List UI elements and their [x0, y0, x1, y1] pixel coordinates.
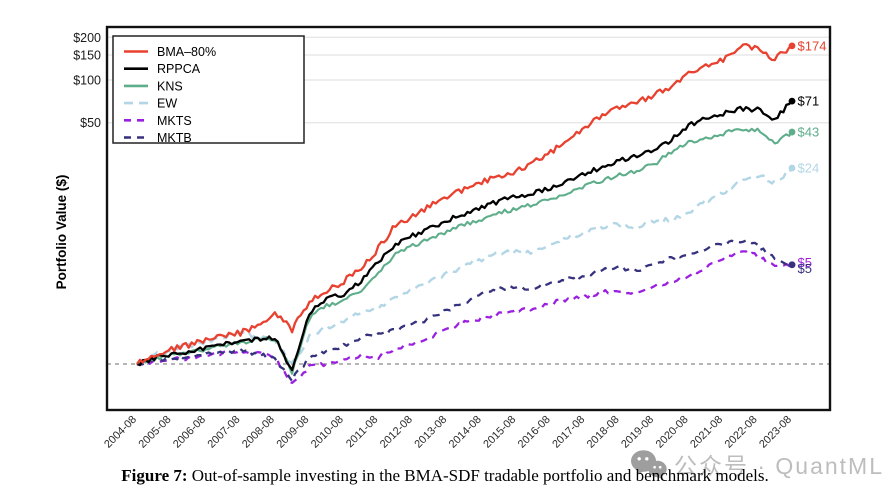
legend-label-BMA–80%: BMA–80%	[157, 45, 216, 59]
series-end-label-BMA–80%: $174	[798, 38, 827, 53]
series-end-label-KNS: $43	[798, 125, 820, 140]
x-tick-label: 2010-08	[309, 414, 346, 451]
x-tick-label: 2023-08	[757, 414, 794, 451]
series-end-dot-KNS	[788, 128, 796, 136]
x-tick-label: 2011-08	[344, 414, 380, 450]
x-tick-label: 2021-08	[688, 414, 725, 451]
figure-caption-text: Out-of-sample investing in the BMA-SDF t…	[187, 466, 769, 485]
x-tick-label: 2009-08	[274, 414, 311, 451]
legend-label-RPPCA: RPPCA	[157, 62, 201, 76]
y-tick-label: $50	[80, 116, 101, 130]
x-tick-label: 2015-08	[481, 414, 518, 451]
y-tick-label: $200	[73, 31, 101, 45]
series-end-label-MKTS: $5	[798, 255, 812, 270]
series-end-label-EW: $24	[798, 161, 820, 176]
series-line-MKTS	[136, 250, 793, 384]
x-tick-label: 2007-08	[206, 414, 243, 451]
series-end-dot-RPPCA	[788, 97, 796, 105]
y-tick-label: $100	[73, 74, 101, 88]
y-tick-label: $150	[73, 48, 101, 62]
legend: BMA–80% RPPCA KNS EW MKTS MKTB	[112, 35, 305, 145]
legend-label-MKTB: MKTB	[157, 131, 192, 145]
x-tick-label: 2004-08	[102, 414, 139, 451]
series-line-BMA–80%	[136, 42, 793, 365]
series-end-label-MKTB: $5	[798, 261, 812, 276]
x-tick-label: 2017-08	[550, 414, 587, 451]
legend-box	[112, 35, 305, 144]
x-tick-label: 2006-08	[171, 414, 208, 451]
y-axis-title: Portfolio Value ($)	[54, 175, 69, 290]
series-line-MKTB	[136, 239, 793, 383]
series-end-dot-BMA–80%	[788, 42, 796, 50]
series-end-label-RPPCA: $71	[798, 94, 820, 109]
figure-caption: Figure 7: Out-of-sample investing in the…	[0, 466, 890, 486]
legend-label-MKTS: MKTS	[157, 114, 192, 128]
legend-label-EW: EW	[157, 97, 177, 111]
x-tick-label: 2020-08	[654, 414, 691, 451]
figure-caption-label: Figure 7:	[121, 466, 188, 485]
x-tick-label: 2014-08	[447, 414, 484, 451]
x-tick-label: 2005-08	[137, 414, 174, 451]
series-end-dot-EW	[788, 164, 796, 172]
watermark-text: 公众号 · QuantML	[673, 453, 884, 479]
wechat-icon	[630, 449, 667, 480]
x-tick-label: 2022-08	[723, 414, 760, 451]
x-tick-label: 2008-08	[240, 414, 277, 451]
plot-border	[105, 25, 832, 412]
x-tick-label: 2018-08	[585, 414, 622, 451]
series-line-KNS	[136, 127, 793, 375]
x-tick-label: 2013-08	[412, 414, 449, 451]
watermark: 公众号 · QuantML	[630, 447, 884, 481]
legend-label-KNS: KNS	[157, 79, 183, 93]
portfolio-value-chart: Portfolio Value ($) $24 $5$5 $43 $71 $174 $20…	[54, 25, 832, 451]
series-line-RPPCA	[136, 100, 793, 372]
chart-plot-area: $24$5$5$43$71$174$200$150$100$502004-082…	[73, 25, 832, 451]
x-tick-label: 2019-08	[619, 414, 656, 451]
series-end-dot-MKTB	[788, 261, 796, 269]
x-tick-label: 2016-08	[516, 414, 553, 451]
x-tick-label: 2012-08	[378, 414, 415, 451]
